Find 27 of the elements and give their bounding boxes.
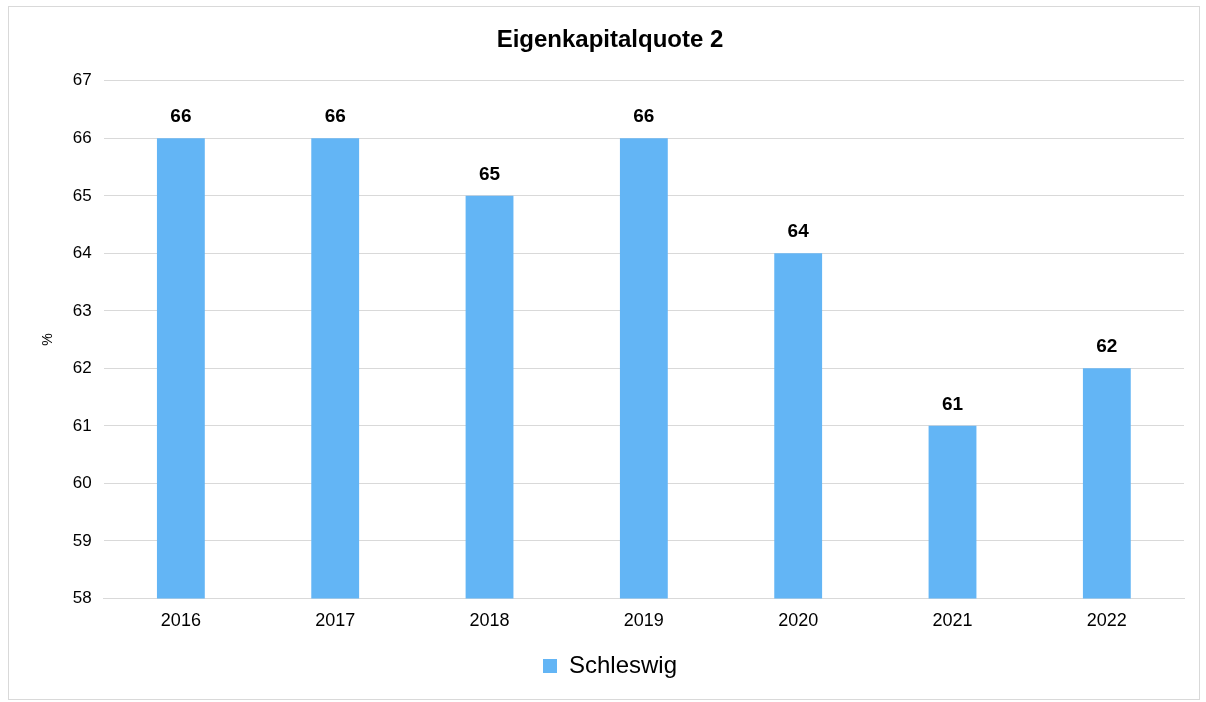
data-label: 66 [170,105,192,127]
y-tick-label: 61 [72,415,92,435]
y-tick-label: 58 [72,588,92,608]
x-tick-label: 2018 [469,610,510,631]
y-axis-title: % [39,333,56,346]
y-tick-label: 60 [72,473,92,493]
y-tick-label: 62 [72,358,92,378]
data-label: 66 [324,105,346,127]
y-tick-label: 64 [72,243,92,263]
y-tick-label: 67 [72,70,92,90]
y-tick-label: 63 [72,300,92,320]
x-tick-label: 2017 [315,610,356,631]
x-tick-label: 2016 [160,610,201,631]
x-tick-label: 2021 [932,610,973,631]
data-label: 62 [1096,335,1118,357]
y-tick-label: 59 [72,530,92,550]
x-tick-label: 2019 [623,610,664,631]
data-label: 65 [478,162,501,184]
y-tick-label: 66 [72,128,92,147]
data-label: 61 [941,392,964,414]
x-tick-label: 2022 [1086,610,1127,631]
data-label: 66 [633,105,655,127]
data-label: 64 [787,220,810,242]
y-tick-label: 65 [72,185,92,205]
legend-label: Schleswig [568,650,678,678]
x-tick-label: 2020 [778,610,819,631]
chart-title: Eigenkapitalquote 2 [496,25,724,53]
